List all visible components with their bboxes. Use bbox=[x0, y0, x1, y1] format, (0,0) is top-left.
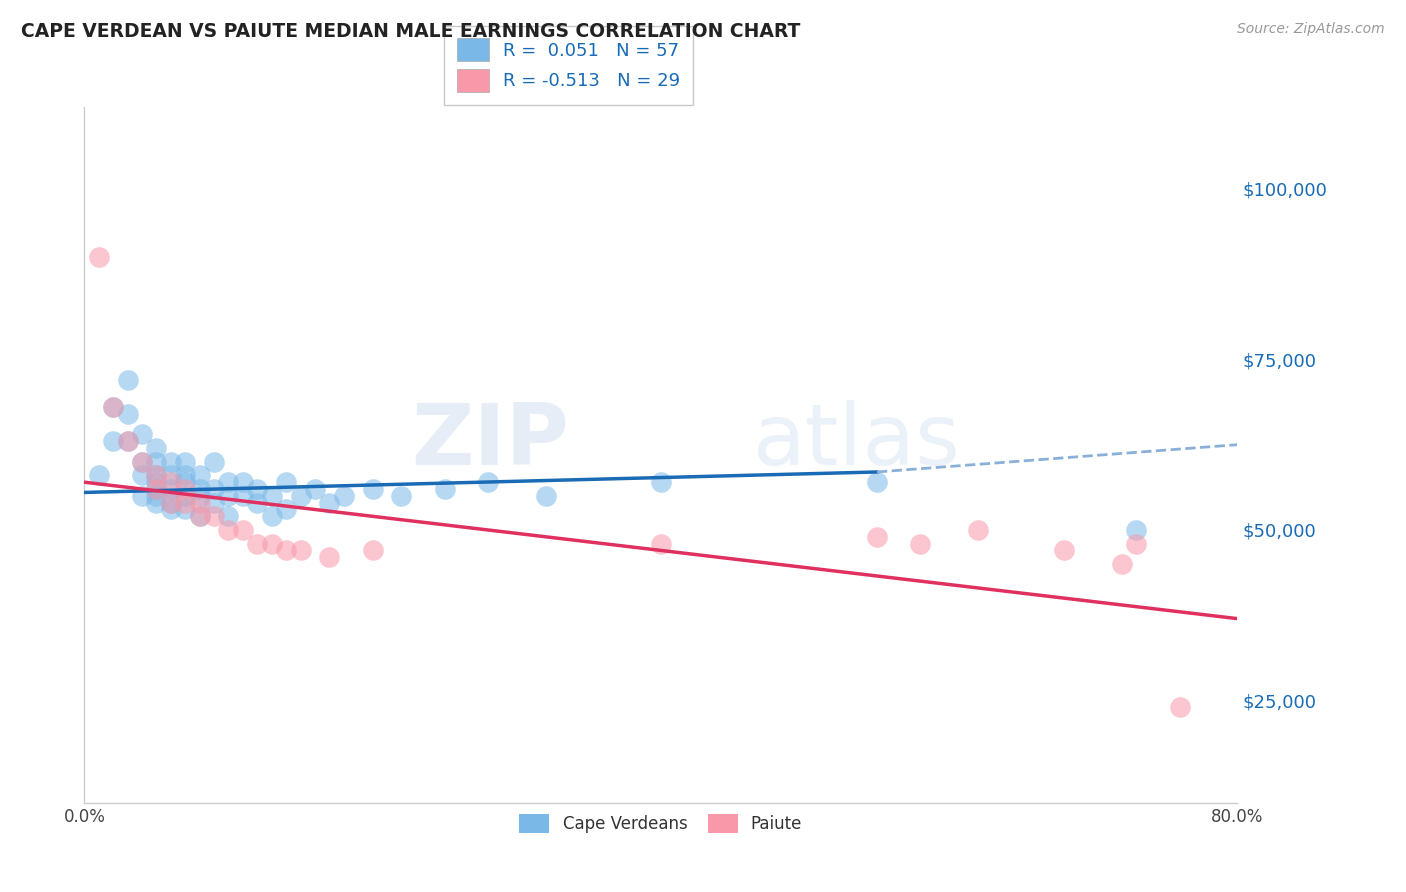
Point bbox=[160, 482, 183, 496]
Point bbox=[361, 543, 384, 558]
Point bbox=[160, 502, 183, 516]
Point bbox=[218, 489, 240, 503]
Point bbox=[145, 468, 167, 483]
Point bbox=[131, 455, 153, 469]
Point bbox=[160, 496, 183, 510]
Point bbox=[145, 468, 167, 483]
Point bbox=[361, 482, 384, 496]
Point bbox=[188, 482, 211, 496]
Point bbox=[1111, 557, 1133, 571]
Point bbox=[232, 489, 254, 503]
Point bbox=[318, 550, 340, 565]
Point bbox=[260, 489, 283, 503]
Point bbox=[218, 523, 240, 537]
Point bbox=[276, 543, 298, 558]
Point bbox=[218, 509, 240, 524]
Point bbox=[910, 536, 932, 550]
Point bbox=[145, 489, 167, 503]
Point bbox=[318, 496, 340, 510]
Point bbox=[117, 407, 139, 421]
Point bbox=[145, 441, 167, 455]
Point bbox=[188, 509, 211, 524]
Point bbox=[117, 434, 139, 449]
Point bbox=[188, 489, 211, 503]
Point bbox=[160, 455, 183, 469]
Point bbox=[103, 400, 124, 414]
Point bbox=[188, 496, 211, 510]
Point bbox=[131, 455, 153, 469]
Point bbox=[174, 455, 197, 469]
Point bbox=[87, 468, 110, 483]
Point bbox=[202, 482, 225, 496]
Point bbox=[1125, 523, 1147, 537]
Text: Source: ZipAtlas.com: Source: ZipAtlas.com bbox=[1237, 22, 1385, 37]
Point bbox=[145, 475, 167, 490]
Point bbox=[145, 496, 167, 510]
Point bbox=[276, 475, 298, 490]
Text: atlas: atlas bbox=[754, 400, 962, 483]
Point bbox=[218, 475, 240, 490]
Point bbox=[188, 468, 211, 483]
Point bbox=[160, 496, 183, 510]
Point bbox=[202, 455, 225, 469]
Point bbox=[477, 475, 499, 490]
Point bbox=[246, 496, 269, 510]
Point bbox=[202, 509, 225, 524]
Point bbox=[232, 475, 254, 490]
Point bbox=[145, 482, 167, 496]
Point bbox=[276, 502, 298, 516]
Point bbox=[246, 536, 269, 550]
Point bbox=[145, 482, 167, 496]
Point bbox=[1168, 700, 1191, 714]
Point bbox=[232, 523, 254, 537]
Point bbox=[290, 543, 312, 558]
Point bbox=[174, 502, 197, 516]
Point bbox=[117, 434, 139, 449]
Text: CAPE VERDEAN VS PAIUTE MEDIAN MALE EARNINGS CORRELATION CHART: CAPE VERDEAN VS PAIUTE MEDIAN MALE EARNI… bbox=[21, 22, 800, 41]
Point bbox=[174, 482, 197, 496]
Point bbox=[260, 536, 283, 550]
Point bbox=[967, 523, 990, 537]
Point bbox=[131, 427, 153, 442]
Point bbox=[117, 373, 139, 387]
Point bbox=[433, 482, 456, 496]
Point bbox=[174, 475, 197, 490]
Point bbox=[246, 482, 269, 496]
Point bbox=[866, 475, 889, 490]
Point bbox=[87, 250, 110, 264]
Point bbox=[650, 475, 672, 490]
Point bbox=[174, 489, 197, 503]
Point bbox=[174, 496, 197, 510]
Point bbox=[188, 509, 211, 524]
Point bbox=[534, 489, 557, 503]
Point bbox=[103, 400, 124, 414]
Point bbox=[260, 509, 283, 524]
Point bbox=[333, 489, 356, 503]
Point bbox=[202, 496, 225, 510]
Point bbox=[160, 475, 183, 490]
Point bbox=[131, 489, 153, 503]
Point bbox=[145, 455, 167, 469]
Point bbox=[290, 489, 312, 503]
Legend: Cape Verdeans, Paiute: Cape Verdeans, Paiute bbox=[509, 804, 813, 843]
Point bbox=[174, 468, 197, 483]
Point bbox=[1125, 536, 1147, 550]
Point bbox=[866, 530, 889, 544]
Point bbox=[131, 468, 153, 483]
Point bbox=[103, 434, 124, 449]
Point bbox=[304, 482, 326, 496]
Point bbox=[1053, 543, 1076, 558]
Point bbox=[160, 468, 183, 483]
Point bbox=[391, 489, 413, 503]
Point bbox=[650, 536, 672, 550]
Text: ZIP: ZIP bbox=[411, 400, 568, 483]
